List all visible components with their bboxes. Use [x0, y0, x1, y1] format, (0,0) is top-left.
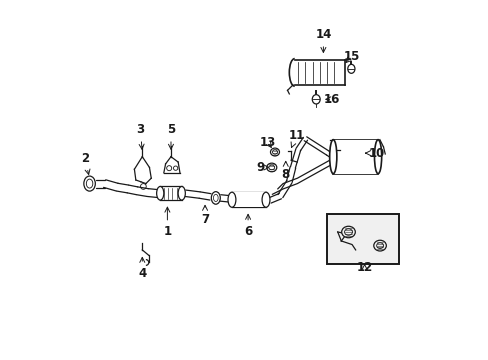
Ellipse shape — [270, 148, 279, 156]
Text: 13: 13 — [259, 136, 275, 149]
Bar — [160, 186, 182, 200]
Ellipse shape — [178, 186, 185, 200]
Text: 3: 3 — [136, 123, 144, 149]
Text: 6: 6 — [244, 214, 252, 238]
Ellipse shape — [272, 150, 277, 154]
Text: 15: 15 — [343, 50, 360, 63]
Text: 5: 5 — [166, 123, 175, 149]
Ellipse shape — [344, 229, 352, 235]
Ellipse shape — [211, 192, 220, 204]
Ellipse shape — [262, 192, 269, 207]
Text: 12: 12 — [356, 261, 372, 274]
Ellipse shape — [268, 165, 274, 170]
Ellipse shape — [329, 140, 336, 174]
Ellipse shape — [347, 64, 354, 73]
Ellipse shape — [373, 240, 386, 251]
Text: 11: 11 — [288, 129, 304, 148]
Bar — [231, 192, 265, 207]
Text: 14: 14 — [315, 28, 331, 53]
Ellipse shape — [227, 192, 235, 207]
Ellipse shape — [266, 163, 276, 172]
Bar — [326, 214, 398, 264]
Text: 16: 16 — [324, 93, 340, 106]
Text: 2: 2 — [81, 152, 90, 175]
Ellipse shape — [341, 226, 355, 238]
Text: 7: 7 — [201, 205, 209, 226]
Text: 8: 8 — [281, 161, 289, 181]
Text: 4: 4 — [138, 257, 146, 280]
Ellipse shape — [156, 186, 163, 200]
Text: 10: 10 — [365, 147, 385, 159]
Text: 9: 9 — [256, 161, 268, 174]
Ellipse shape — [376, 243, 383, 248]
Ellipse shape — [374, 140, 381, 174]
Text: 1: 1 — [163, 207, 171, 238]
Ellipse shape — [312, 95, 320, 104]
Bar — [333, 140, 377, 174]
